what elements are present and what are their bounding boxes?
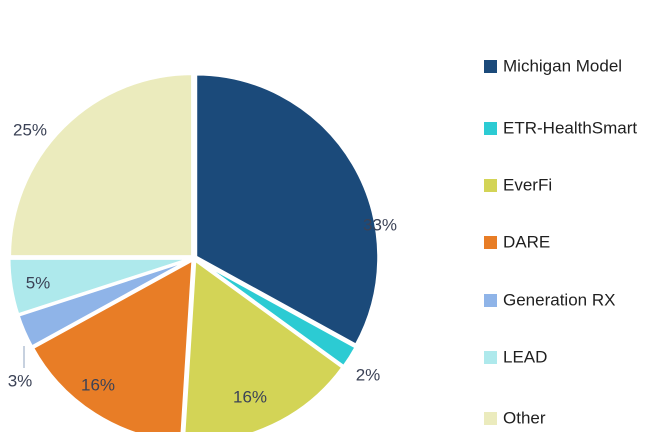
- data-label: 16%: [81, 375, 115, 394]
- legend-label: Michigan Model: [503, 56, 622, 75]
- legend-swatch: [484, 60, 497, 73]
- legend-swatch: [484, 236, 497, 249]
- pie-slice: [194, 72, 381, 347]
- pie-slice: [8, 72, 195, 259]
- legend-label: Other: [503, 408, 546, 427]
- legend-swatch: [484, 412, 497, 425]
- legend-swatch: [484, 294, 497, 307]
- pie-slice: [31, 258, 195, 432]
- pie-slice: [182, 258, 345, 432]
- legend-label: EverFi: [503, 175, 552, 194]
- legend-swatch: [484, 179, 497, 192]
- legend-label: Generation RX: [503, 290, 615, 309]
- legend-label: LEAD: [503, 347, 547, 366]
- data-label: 33%: [363, 215, 397, 234]
- data-label: 2%: [356, 365, 381, 384]
- data-label: 25%: [13, 120, 47, 139]
- data-label: 5%: [26, 273, 51, 292]
- legend-swatch: [484, 122, 497, 135]
- data-label: 3%: [8, 371, 33, 390]
- pie-slice: [7, 256, 194, 317]
- legend-label: ETR-HealthSmart: [503, 118, 637, 137]
- legend-swatch: [484, 351, 497, 364]
- legend-label: DARE: [503, 232, 550, 251]
- data-label: 16%: [233, 387, 267, 406]
